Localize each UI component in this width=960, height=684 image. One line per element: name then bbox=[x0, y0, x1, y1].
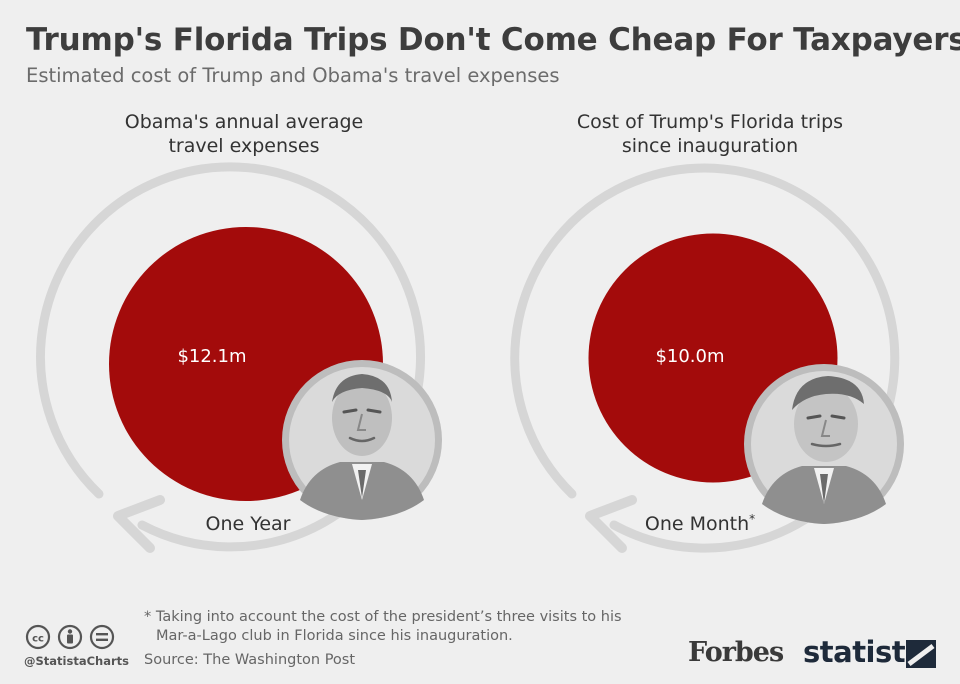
footnote: * Taking into account the cost of the pr… bbox=[144, 608, 622, 646]
panel-title-trump: Cost of Trump's Florida trips since inau… bbox=[530, 110, 890, 158]
value-label-obama: $12.1m bbox=[177, 346, 246, 367]
chart-title: Trump's Florida Trips Don't Come Cheap F… bbox=[26, 22, 960, 58]
panel-title-trump-line1: Cost of Trump's Florida trips bbox=[576, 111, 844, 133]
no-derivatives-icon bbox=[89, 624, 115, 650]
forbes-logo: Forbes bbox=[688, 637, 784, 668]
panel-title-obama-line2: travel expenses bbox=[168, 135, 320, 157]
period-mark-trump: * bbox=[749, 512, 755, 526]
panel-obama: $12.1m One Year bbox=[36, 162, 442, 553]
cycle-ring-obama bbox=[36, 162, 426, 552]
panel-title-obama: Obama's annual average travel expenses bbox=[64, 110, 424, 158]
cycle-arrow-trump bbox=[585, 495, 637, 553]
svg-text:cc: cc bbox=[32, 634, 44, 645]
period-label-obama-text: One Year bbox=[206, 513, 291, 535]
cycle-ring-trump bbox=[510, 163, 900, 553]
period-label-trump-text: One Month bbox=[645, 513, 749, 535]
footnote-line1: * Taking into account the cost of the pr… bbox=[144, 609, 622, 625]
value-label-trump: $10.0m bbox=[655, 346, 724, 367]
cycle-arrow-obama bbox=[113, 495, 165, 553]
footnote-line2: Mar-a-Lago club in Florida since his ina… bbox=[156, 628, 513, 644]
chart-subtitle: Estimated cost of Trump and Obama's trav… bbox=[26, 64, 560, 87]
source-text: Source: The Washington Post bbox=[144, 652, 356, 668]
attribution-icon bbox=[57, 624, 83, 650]
license-icons: cc bbox=[25, 624, 115, 650]
period-label-obama: One Year bbox=[206, 513, 291, 535]
statista-logo-icon bbox=[906, 640, 936, 668]
statista-logo-text: statista bbox=[803, 635, 925, 669]
obama-portrait-icon bbox=[282, 360, 442, 520]
statista-handle: @StatistaCharts bbox=[24, 654, 129, 668]
panel-title-obama-line1: Obama's annual average bbox=[124, 111, 364, 133]
trump-portrait-icon bbox=[744, 364, 904, 524]
creative-commons-icon: cc bbox=[25, 624, 51, 650]
period-label-trump: One Month* bbox=[645, 512, 755, 535]
panel-title-trump-line2: since inauguration bbox=[621, 135, 799, 157]
panel-trump: $10.0m One Month* bbox=[510, 163, 904, 553]
